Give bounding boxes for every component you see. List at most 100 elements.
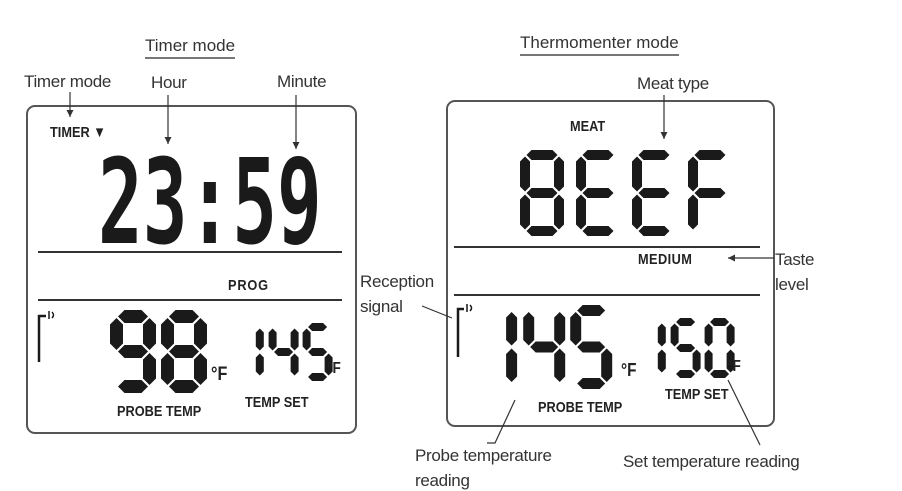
segment [577, 341, 606, 353]
segment [694, 188, 726, 198]
segment [726, 323, 735, 347]
divider [38, 299, 342, 301]
timer-mode-indicator: TIMER ▼ [50, 124, 106, 141]
segment [169, 310, 199, 323]
segment [676, 370, 696, 378]
meat-label: MEAT [570, 118, 606, 135]
segment [308, 323, 328, 331]
segment [302, 328, 311, 351]
segment [308, 348, 328, 356]
probe-temp-label: PROBE TEMP [117, 403, 202, 420]
segment [576, 156, 586, 192]
callout-timer-mode: Timer mode [24, 72, 112, 91]
segment [526, 188, 558, 198]
callout-probe-reading: Probe temperature [415, 446, 552, 465]
set-unit-fahrenheit: °F [327, 360, 341, 377]
digit-5 [302, 323, 333, 381]
segment [520, 156, 530, 192]
prog-label: PROG [228, 277, 269, 294]
segment [194, 353, 207, 385]
segment [688, 194, 698, 230]
segment [161, 353, 174, 385]
segment [194, 318, 207, 350]
divider [38, 251, 342, 253]
segment [657, 349, 666, 373]
segment [520, 194, 530, 230]
thermo-set-temp-display: 150 [657, 318, 735, 378]
timer-probe-temp-display: 98 [110, 310, 207, 393]
segment [670, 323, 679, 347]
set-unit-fahrenheit: °F [727, 358, 741, 375]
segment [161, 318, 174, 350]
segment [110, 318, 123, 350]
segment [638, 226, 670, 236]
callout-taste-level-2: level [775, 275, 809, 294]
segment [632, 194, 642, 230]
segment [290, 328, 299, 351]
segment [577, 305, 606, 316]
segment [324, 353, 333, 376]
meat-type-display: BEEF [520, 150, 726, 236]
callout-minute: Minute [277, 72, 327, 91]
digit-4 [523, 312, 566, 382]
digit-E [576, 150, 614, 236]
segment [118, 345, 148, 358]
probe-unit-fahrenheit: °F [211, 364, 228, 385]
digit-5 [570, 305, 613, 389]
segment [601, 348, 613, 382]
callout-reception: Reception [360, 272, 434, 291]
digit-9 [110, 310, 156, 393]
temp-set-label: TEMP SET [665, 386, 729, 403]
segment [554, 194, 564, 230]
digit-5 [670, 318, 701, 378]
callout-meat-type: Meat type [637, 74, 709, 93]
segment [582, 226, 614, 236]
segment [638, 150, 670, 160]
segment [676, 318, 696, 326]
thermometer-mode-title: Thermomenter mode [520, 33, 679, 56]
segment [268, 328, 277, 351]
segment [118, 380, 148, 393]
segment [255, 353, 264, 376]
callout-probe-reading-2: reading [415, 471, 470, 490]
segment [688, 156, 698, 192]
segment [526, 150, 558, 160]
digit-E [632, 150, 670, 236]
probe-unit-fahrenheit: °F [621, 360, 637, 380]
digit-1 [255, 328, 264, 376]
digit-F [688, 150, 726, 230]
segment [143, 353, 156, 385]
segment [576, 194, 586, 230]
segment [506, 312, 518, 346]
digit-0 [704, 318, 735, 378]
reception-signal-icon [37, 311, 55, 362]
digit-8 [161, 310, 207, 393]
timer-mode-title: Timer mode [145, 36, 236, 59]
segment [554, 312, 566, 346]
segment [704, 323, 713, 347]
timer-time-display: 23:59 [98, 133, 322, 271]
segment [554, 156, 564, 192]
callout-hour: Hour [151, 73, 187, 92]
segment [526, 226, 558, 236]
segment [710, 370, 730, 378]
segment [554, 348, 566, 382]
segment [694, 150, 726, 160]
segment [577, 378, 606, 389]
segment [726, 349, 735, 373]
segment [290, 353, 299, 376]
segment [632, 156, 642, 192]
segment [523, 312, 535, 346]
digit-1 [506, 312, 518, 382]
segment [692, 349, 701, 373]
segment [169, 345, 199, 358]
digit-B [520, 150, 564, 236]
segment [582, 188, 614, 198]
taste-level-display: MEDIUM [638, 251, 693, 268]
callout-set-reading: Set temperature reading [623, 452, 800, 471]
timer-set-temp-display: 145 [255, 323, 333, 381]
segment [274, 348, 294, 356]
segment [638, 188, 670, 198]
segment [582, 150, 614, 160]
timer-lcd-panel [26, 105, 357, 434]
